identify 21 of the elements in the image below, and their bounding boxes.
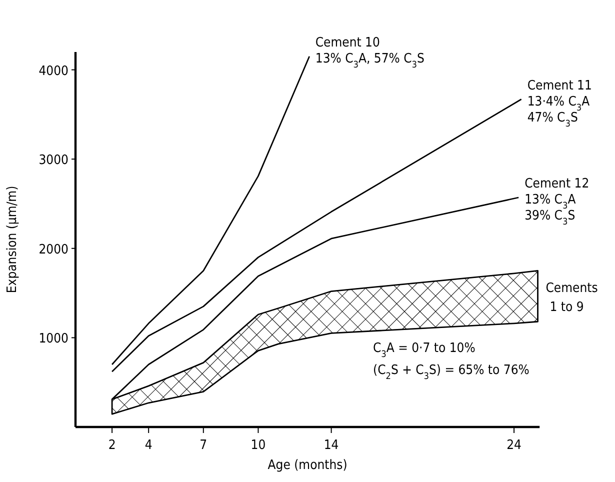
x-tick-label: 24 — [506, 438, 522, 453]
x-tick-label: 10 — [250, 438, 266, 453]
y-tick-label: 2000 — [38, 242, 68, 258]
y-tick-label: 1000 — [38, 332, 68, 347]
y-tick-label: 4000 — [38, 64, 68, 79]
line-series — [111, 56, 310, 366]
legend-label: Cements 1 to 9 — [546, 281, 598, 316]
x-tick-label: 2 — [108, 438, 116, 453]
x-tick-label: 14 — [324, 438, 339, 453]
annotation: 13% C$_{3}$A, 57% C$_{3}$S — [315, 51, 424, 70]
series-label: Cement 10 — [315, 35, 380, 50]
annotation: 13% C$_{3}$A 39% C$_{3}$S — [524, 192, 576, 228]
x-tick-label: 7 — [200, 438, 208, 453]
x-tick-label: 4 — [144, 438, 152, 453]
series-label: Cement 11 — [527, 78, 592, 94]
x-axis-title: Age (months) — [268, 458, 348, 473]
annotation: C$_{3}$A = 0·7 to 10% (C$_{2}$S + C$_{3}$S) = 65% to 76% — [373, 341, 530, 382]
y-tick-label: 3000 — [38, 153, 68, 168]
y-axis-title: Expansion (µm/m) — [5, 186, 20, 294]
series-label: Cement 12 — [524, 176, 590, 192]
text: 13·4% C$_{3}$A 47% C$_{3}$S — [527, 94, 590, 130]
